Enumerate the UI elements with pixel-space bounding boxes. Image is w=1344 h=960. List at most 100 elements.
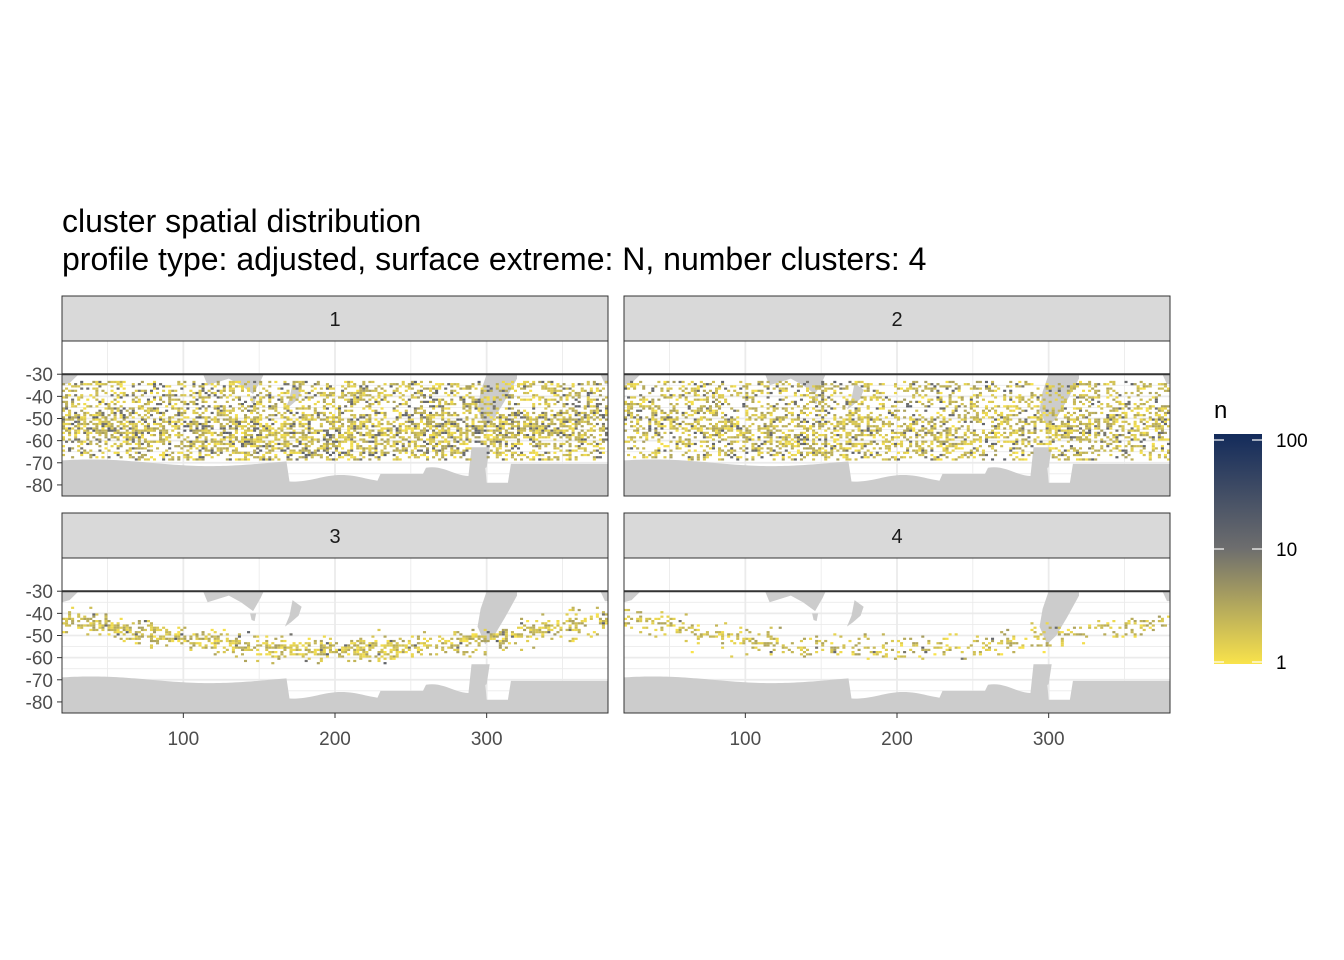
data-cell	[796, 451, 800, 454]
data-cell	[298, 383, 302, 386]
data-cell	[213, 405, 217, 408]
data-cell	[480, 407, 484, 410]
data-cell	[177, 418, 181, 421]
data-cell	[857, 434, 861, 437]
data-cell	[149, 389, 153, 392]
data-cell	[1009, 453, 1013, 457]
data-cell	[319, 447, 323, 450]
data-cell	[429, 427, 433, 430]
data-cell	[730, 416, 734, 419]
data-cell	[319, 387, 323, 390]
data-cell	[601, 416, 605, 419]
data-cell	[517, 434, 521, 437]
data-cell	[426, 387, 430, 390]
data-cell	[310, 396, 314, 399]
data-cell	[827, 420, 831, 423]
data-cell	[745, 458, 749, 461]
data-cell	[210, 451, 214, 454]
data-cell	[526, 414, 530, 417]
data-cell	[168, 458, 172, 461]
data-cell	[523, 391, 527, 395]
data-cell	[450, 389, 454, 392]
data-cell	[426, 420, 430, 423]
data-cell	[268, 380, 272, 384]
data-cell	[645, 398, 649, 401]
data-cell	[338, 405, 342, 408]
data-cell	[1021, 431, 1025, 434]
data-cell	[265, 451, 269, 454]
data-cell	[113, 380, 117, 384]
data-cell	[304, 396, 308, 399]
data-cell	[271, 447, 275, 450]
data-cell	[362, 394, 366, 397]
data-cell	[274, 456, 278, 459]
data-cell	[331, 434, 335, 437]
data-cell	[1042, 405, 1046, 408]
data-cell	[322, 414, 326, 417]
data-cell	[663, 445, 667, 448]
data-cell	[107, 407, 111, 410]
data-cell	[948, 380, 952, 384]
data-cell	[669, 449, 673, 452]
land-antarctica	[624, 447, 1170, 496]
data-cell	[553, 451, 557, 454]
data-cell	[541, 380, 545, 384]
data-cell	[265, 394, 269, 397]
data-cell	[353, 383, 357, 386]
data-cell	[830, 436, 834, 439]
data-cell	[286, 440, 290, 443]
data-cell	[353, 429, 357, 432]
data-cell	[568, 425, 572, 428]
data-cell	[592, 414, 596, 417]
data-cell	[438, 385, 442, 388]
data-cell	[529, 422, 533, 426]
data-cell	[586, 420, 590, 423]
data-cell	[480, 420, 484, 423]
data-cell	[592, 398, 596, 401]
data-cell	[219, 414, 223, 417]
data-cell	[301, 425, 305, 428]
data-cell	[718, 440, 722, 443]
data-cell	[328, 420, 332, 423]
data-cell	[739, 431, 743, 434]
data-cell	[757, 451, 761, 454]
data-cell	[742, 440, 746, 443]
data-cell	[253, 442, 257, 446]
data-cell	[419, 449, 423, 452]
data-cell	[274, 431, 278, 434]
data-cell	[942, 422, 946, 426]
data-cell	[951, 449, 955, 452]
data-cell	[413, 396, 417, 399]
data-cell	[486, 451, 490, 454]
data-cell	[589, 391, 593, 395]
data-cell	[598, 383, 602, 386]
data-cell	[429, 387, 433, 390]
data-cell	[681, 414, 685, 417]
data-cell	[633, 403, 637, 406]
data-cell	[286, 427, 290, 430]
data-cell	[146, 440, 150, 443]
data-cell	[815, 414, 819, 417]
data-cell	[866, 385, 870, 388]
data-cell	[392, 389, 396, 392]
data-cell	[359, 416, 363, 419]
data-cell	[83, 425, 87, 428]
data-cell	[942, 416, 946, 419]
data-cell	[156, 422, 160, 426]
data-cell	[969, 449, 973, 452]
data-cell	[705, 453, 709, 457]
data-cell	[553, 403, 557, 406]
data-cell	[74, 405, 78, 408]
data-cell	[95, 405, 99, 408]
data-cell	[429, 405, 433, 408]
data-cell	[869, 383, 873, 386]
data-cell	[954, 429, 958, 432]
data-cell	[957, 416, 961, 419]
data-cell	[131, 431, 135, 434]
data-cell	[863, 398, 867, 401]
data-cell	[89, 440, 93, 443]
data-cell	[201, 440, 205, 443]
data-cell	[930, 427, 934, 430]
data-cell	[957, 389, 961, 392]
data-cell	[562, 425, 566, 428]
